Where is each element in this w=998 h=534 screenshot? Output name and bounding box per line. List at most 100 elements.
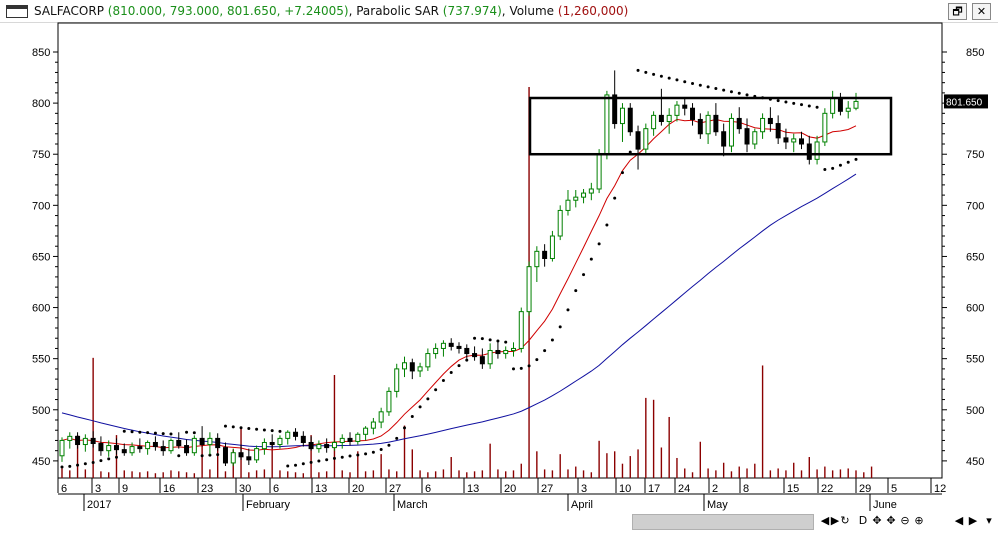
sar-dot — [714, 87, 718, 91]
candle-body — [394, 368, 400, 392]
sar-dot — [550, 338, 554, 342]
nav-button[interactable]: ↻ — [840, 514, 850, 527]
x-tick-label: 6 — [61, 483, 67, 495]
sar-dot — [418, 405, 422, 409]
sar-dot — [371, 450, 375, 454]
candle-body — [643, 128, 649, 150]
sar-dot — [465, 358, 469, 362]
candle-body — [651, 114, 657, 130]
sar-dot — [325, 458, 329, 462]
nav-button[interactable]: ▶ — [830, 514, 840, 527]
sar-dot — [776, 99, 780, 103]
sar-dot — [574, 289, 578, 293]
candle-body — [830, 97, 836, 114]
x-tick-label: 30 — [239, 483, 251, 495]
sar-dot — [527, 364, 531, 368]
x-tick-label: 16 — [163, 483, 175, 495]
candle-body — [456, 345, 462, 349]
nav-button[interactable]: ▶ — [968, 514, 978, 527]
sar-dot — [543, 349, 547, 353]
candle-body — [464, 347, 470, 355]
candle-body — [199, 437, 205, 446]
sar-dot — [379, 447, 383, 451]
y-tick-label: 650 — [32, 251, 50, 263]
sar-dot — [239, 426, 243, 430]
sar-dot — [792, 101, 796, 105]
sar-dot — [356, 453, 360, 457]
sar-dot — [784, 100, 788, 104]
sar-dot — [177, 454, 181, 458]
y-tick-label-right: 550 — [966, 354, 984, 366]
sar-dot — [488, 338, 492, 342]
sar-dot — [846, 160, 850, 164]
y-tick-label: 800 — [32, 98, 50, 110]
sar-dot — [68, 464, 72, 468]
x-tick-label: 29 — [859, 483, 871, 495]
nav-button[interactable]: ⊕ — [914, 514, 924, 527]
nav-button[interactable]: ▾ — [986, 514, 992, 527]
candle-body — [845, 107, 851, 112]
sar-dot — [270, 429, 274, 433]
y-tick-label: 500 — [32, 405, 50, 417]
chart-scrollbar[interactable] — [632, 514, 814, 530]
price-chart[interactable]: 8508508008007507507007006506506006005505… — [0, 22, 998, 534]
candle-body — [402, 362, 408, 370]
nav-button[interactable]: ✥ — [872, 514, 882, 527]
x-tick-label: 17 — [648, 483, 660, 495]
sar-dot — [745, 93, 749, 97]
candle-body — [347, 437, 353, 442]
sar-dot — [644, 70, 648, 74]
sar-dot — [722, 88, 726, 92]
candle-body — [106, 445, 112, 452]
x-tick-label: 10 — [619, 483, 631, 495]
candle-body — [121, 449, 127, 454]
nav-button[interactable]: ⊖ — [900, 514, 910, 527]
candle-body — [604, 94, 610, 155]
restore-window-button[interactable]: 🗗 — [948, 3, 967, 20]
candle-body — [760, 117, 766, 133]
candle-body — [713, 114, 719, 133]
candle-body — [222, 447, 228, 464]
highlight-box — [528, 96, 893, 156]
candle-body — [690, 107, 696, 120]
candle-body — [822, 112, 828, 143]
long-moving-average-line — [61, 173, 857, 448]
sar-dot — [192, 431, 196, 435]
nav-button[interactable]: ◀ — [820, 514, 830, 527]
candle-body — [791, 138, 797, 143]
sar-dot — [91, 460, 95, 464]
candle-body — [176, 439, 182, 447]
sar-dot — [348, 454, 352, 458]
ohlc-values: (810.000, 793.000, 801.650, +7.24005) — [107, 4, 349, 18]
nav-button[interactable]: ◀ — [954, 514, 964, 527]
window-titlebar: SALFACORP (810.000, 793.000, 801.650, +7… — [0, 0, 998, 23]
sar-dot — [504, 340, 508, 344]
sar-dot — [317, 459, 321, 463]
sar-dot — [838, 163, 842, 167]
sar-dot — [395, 436, 399, 440]
close-window-button[interactable]: ✕ — [972, 3, 991, 20]
sar-dot — [262, 428, 266, 432]
y-tick-label: 700 — [32, 200, 50, 212]
candle-body — [417, 366, 423, 372]
sar-dot — [216, 453, 220, 457]
candle-body — [378, 411, 384, 423]
candle-body — [775, 123, 781, 139]
nav-button[interactable]: D — [858, 514, 868, 527]
sar-dot — [208, 453, 212, 457]
nav-button[interactable]: ✥ — [886, 514, 896, 527]
sar-dot — [410, 414, 414, 418]
sar-dot — [146, 431, 150, 435]
candle-body — [619, 107, 625, 125]
sar-dot — [831, 166, 835, 170]
sar-dot — [114, 455, 118, 459]
volume-value: (1,260,000) — [557, 4, 629, 18]
x-tick-label: 13 — [467, 483, 479, 495]
y-tick-label: 550 — [32, 354, 50, 366]
candle-body — [331, 441, 337, 449]
candle-body — [472, 353, 478, 358]
candle-body — [355, 433, 361, 442]
candle-body — [308, 441, 314, 450]
candle-body — [82, 437, 88, 446]
x-tick-label: 5 — [891, 483, 897, 495]
